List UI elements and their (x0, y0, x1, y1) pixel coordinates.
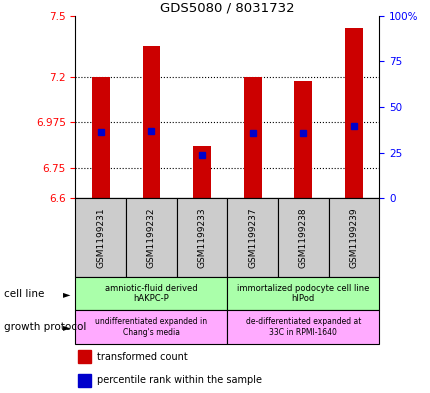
Bar (227, 310, 378, 344)
Bar (193, 146, 210, 198)
Bar (227, 277, 378, 310)
Bar (243, 77, 261, 198)
Bar (227, 198, 277, 277)
Bar (126, 198, 176, 277)
Bar (78, 374, 90, 387)
Bar (294, 81, 311, 198)
Text: ►: ► (63, 289, 71, 299)
Text: percentile rank within the sample: percentile rank within the sample (96, 375, 261, 386)
Bar (78, 350, 90, 363)
Text: GSM1199238: GSM1199238 (298, 208, 307, 268)
Bar (75, 310, 227, 344)
Text: de-differentiated expanded at
33C in RPMI-1640: de-differentiated expanded at 33C in RPM… (245, 318, 360, 337)
Bar (176, 198, 227, 277)
Text: GSM1199239: GSM1199239 (349, 208, 358, 268)
Bar (142, 46, 160, 198)
Text: GSM1199231: GSM1199231 (96, 208, 105, 268)
Text: immortalized podocyte cell line
hIPod: immortalized podocyte cell line hIPod (237, 284, 369, 303)
Text: cell line: cell line (4, 289, 45, 299)
Bar (92, 77, 109, 198)
Title: GDS5080 / 8031732: GDS5080 / 8031732 (160, 2, 294, 15)
Text: GSM1199232: GSM1199232 (147, 208, 156, 268)
Bar (75, 277, 227, 310)
Text: GSM1199237: GSM1199237 (248, 208, 257, 268)
Text: transformed count: transformed count (96, 352, 187, 362)
Text: growth protocol: growth protocol (4, 322, 86, 332)
Bar (328, 198, 378, 277)
Bar (75, 198, 126, 277)
Text: undifferentiated expanded in
Chang's media: undifferentiated expanded in Chang's med… (95, 318, 207, 337)
Text: ►: ► (63, 322, 71, 332)
Text: amniotic-fluid derived
hAKPC-P: amniotic-fluid derived hAKPC-P (105, 284, 197, 303)
Text: GSM1199233: GSM1199233 (197, 208, 206, 268)
Bar (277, 198, 328, 277)
Bar (344, 28, 362, 198)
